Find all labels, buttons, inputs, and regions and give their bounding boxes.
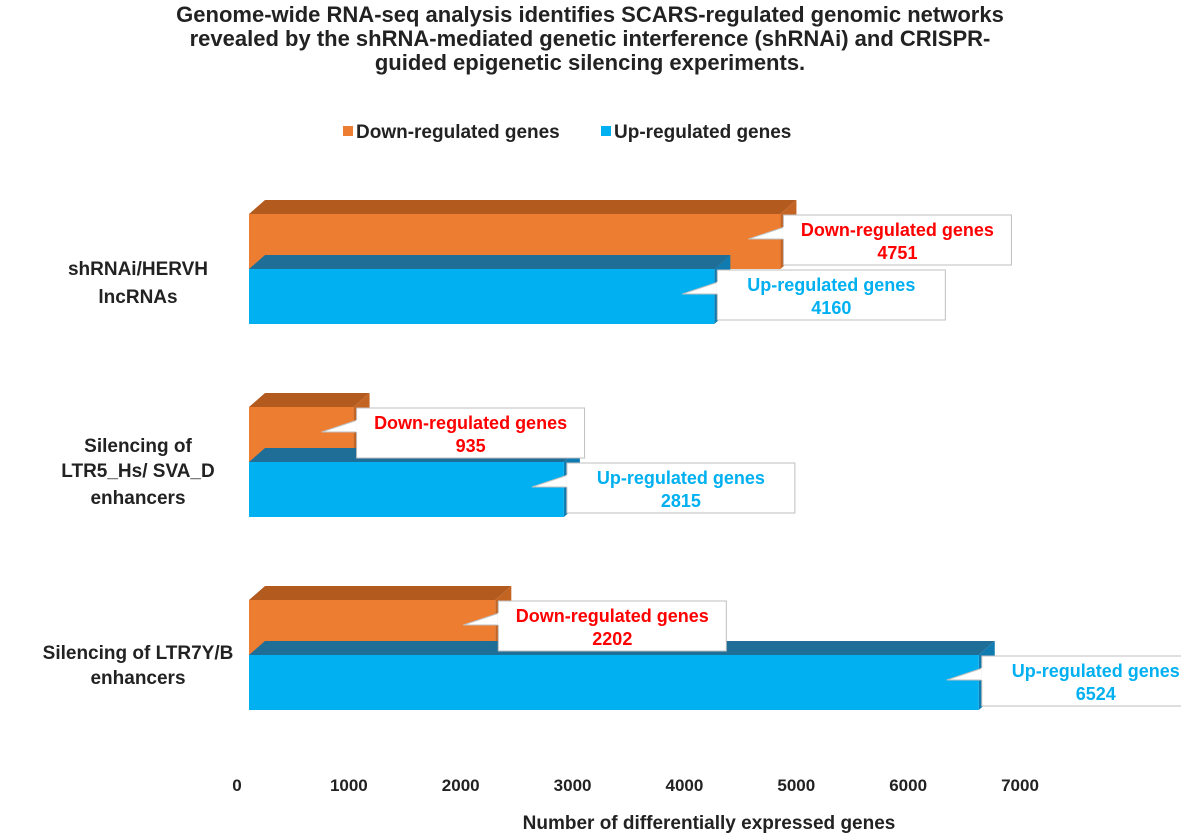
data-label: Up-regulated genes 2815 <box>531 462 796 514</box>
bar <box>249 641 995 710</box>
data-label-name: Down-regulated genes <box>516 606 709 626</box>
x-tick-label: 1000 <box>330 776 368 795</box>
data-label-name: Down-regulated genes <box>374 413 567 433</box>
data-label: Up-regulated genes 4160 <box>682 269 946 321</box>
data-label: Down-regulated genes 2202 <box>463 600 727 652</box>
bar <box>249 255 731 324</box>
legend-label: Up-regulated genes <box>614 122 791 143</box>
data-label-name: Down-regulated genes <box>801 220 994 240</box>
legend-label: Down-regulated genes <box>356 122 560 143</box>
bar-top-face <box>249 393 370 407</box>
category-label-line: Silencing of <box>84 436 192 457</box>
x-axis-title: Number of differentially expressed genes <box>523 813 896 834</box>
category-label: shRNAi/HERVH lncRNAs <box>68 259 208 308</box>
legend-swatch <box>601 126 611 136</box>
legend-swatch <box>343 126 353 136</box>
callout-seam <box>497 613 500 625</box>
category-label: Silencing of LTR7Y/B enhancers <box>43 643 234 689</box>
category-label-line: LTR5_Hs/ SVA_D <box>61 461 214 482</box>
data-labels: Down-regulated genes 4751 Up-regulated gen… <box>321 214 1181 707</box>
chart-title-line: revealed by the shRNA-mediated genetic i… <box>190 26 991 51</box>
bar-front-face <box>249 462 564 517</box>
x-tick-label: 3000 <box>554 776 592 795</box>
chart-title: Genome-wide RNA-seq analysis identifies … <box>176 2 1004 75</box>
callout-seam <box>566 475 569 487</box>
data-label-value: 935 <box>456 436 486 456</box>
data-label-name: Up-regulated genes <box>747 275 915 295</box>
data-label-value: 2815 <box>661 491 701 511</box>
bar-front-face <box>249 269 715 324</box>
data-label-name: Up-regulated genes <box>1012 661 1180 681</box>
data-label-value: 4751 <box>877 243 917 263</box>
bar-top-face <box>249 200 797 214</box>
category-label-line: lncRNAs <box>98 287 177 308</box>
bar-front-face <box>249 655 979 710</box>
data-label: Up-regulated genes 6524 <box>946 655 1181 707</box>
data-label-name: Up-regulated genes <box>597 468 765 488</box>
category-labels: shRNAi/HERVH lncRNAs Silencing of LTR5_Hs/ … <box>43 259 234 689</box>
x-tick-label: 6000 <box>889 776 927 795</box>
chart-title-line: guided epigenetic silencing experiments. <box>375 50 805 75</box>
category-label: Silencing of LTR5_Hs/ SVA_D enhancers <box>61 436 214 509</box>
data-label-value: 2202 <box>592 629 632 649</box>
callout-box <box>981 655 1181 707</box>
data-label-value: 6524 <box>1076 684 1116 704</box>
category-label-line: enhancers <box>90 668 185 689</box>
category-label-line: shRNAi/HERVH <box>68 259 208 280</box>
callout-box <box>356 407 586 459</box>
callout-seam <box>356 420 359 432</box>
data-label-value: 4160 <box>811 298 851 318</box>
bar-top-face <box>249 255 731 269</box>
callout-seam <box>716 282 719 294</box>
data-label: Down-regulated genes 4751 <box>748 214 1012 266</box>
bar-top-face <box>249 586 512 600</box>
legend: Down-regulated genes Up-regulated genes <box>343 122 791 143</box>
callout-seam <box>981 668 984 680</box>
x-tick-label: 4000 <box>666 776 704 795</box>
x-tick-label: 2000 <box>442 776 480 795</box>
x-tick-label: 0 <box>232 776 241 795</box>
plot-area <box>249 200 995 710</box>
callout-box <box>782 214 1012 266</box>
data-label: Down-regulated genes 935 <box>321 407 586 459</box>
x-axis: 0 1000 2000 3000 4000 5000 6000 7000 <box>232 776 1039 795</box>
x-tick-label: 7000 <box>1001 776 1039 795</box>
chart-title-line: Genome-wide RNA-seq analysis identifies … <box>176 2 1004 27</box>
callout-seam <box>782 227 785 239</box>
category-label-line: Silencing of LTR7Y/B <box>43 643 234 664</box>
category-label-line: enhancers <box>90 488 185 509</box>
x-tick-label: 5000 <box>777 776 815 795</box>
callout-box <box>497 600 727 652</box>
callout-box <box>716 269 946 321</box>
callout-box <box>566 462 796 514</box>
